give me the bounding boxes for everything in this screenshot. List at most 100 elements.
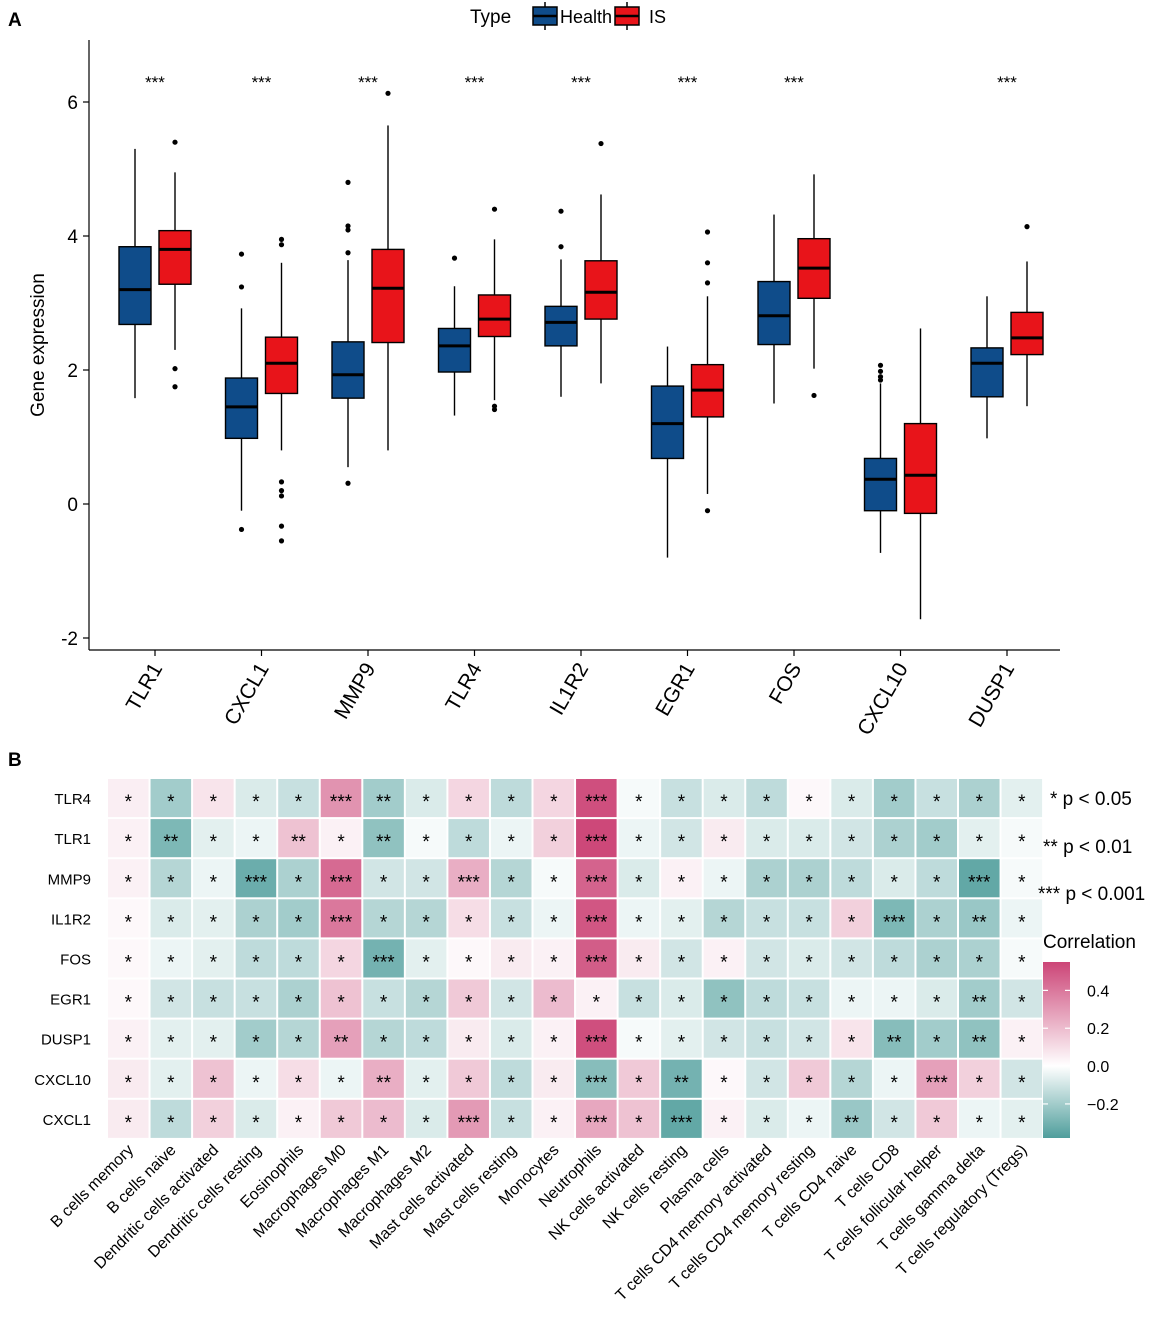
cell-significance: * bbox=[1018, 1113, 1026, 1134]
cell-significance: * bbox=[550, 952, 558, 973]
legend-label-is: IS bbox=[649, 7, 666, 27]
cell-significance: * bbox=[550, 1113, 558, 1134]
heatmap-cell bbox=[320, 899, 362, 938]
heatmap-cell bbox=[405, 899, 447, 938]
cell-significance: * bbox=[380, 912, 388, 933]
outlier-point bbox=[704, 280, 711, 286]
cell-significance: * bbox=[550, 993, 558, 1014]
heatmap-cell bbox=[235, 979, 277, 1018]
box-iqr bbox=[331, 341, 365, 399]
cell-significance: * bbox=[678, 993, 686, 1014]
heatmap-cell bbox=[405, 819, 447, 858]
cell-significance: * bbox=[508, 993, 516, 1014]
cell-significance: * bbox=[763, 993, 771, 1014]
cell-significance: * bbox=[635, 1113, 643, 1134]
cell-significance: * bbox=[380, 872, 388, 893]
cell-significance: * bbox=[422, 872, 430, 893]
heatmap-cell bbox=[235, 939, 277, 978]
cell-significance: * bbox=[720, 1033, 728, 1054]
cell-significance: * bbox=[252, 832, 260, 853]
heatmap-cell bbox=[576, 859, 617, 898]
cell-significance: * bbox=[125, 952, 133, 973]
cell-significance: * bbox=[295, 1113, 303, 1134]
cell-significance: * bbox=[848, 912, 856, 933]
box-iqr bbox=[584, 260, 618, 320]
outlier-point bbox=[491, 406, 498, 413]
heatmap-cell bbox=[618, 899, 660, 938]
heatmap-cell bbox=[661, 859, 702, 898]
cell-significance: * bbox=[678, 792, 686, 813]
heatmap-cell bbox=[363, 979, 404, 1018]
cell-significance: * bbox=[805, 872, 813, 893]
box-health-cxcl10 bbox=[863, 362, 898, 553]
row-label: CXCL1 bbox=[43, 1112, 91, 1129]
heatmap-cell bbox=[576, 899, 617, 938]
colorbar-title: Correlation bbox=[1043, 932, 1136, 953]
cell-significance: *** bbox=[585, 952, 608, 973]
heatmap-cell bbox=[533, 979, 575, 1018]
cell-significance: * bbox=[167, 912, 175, 933]
cell-significance: *** bbox=[458, 1113, 481, 1134]
heatmap-cell bbox=[405, 1059, 447, 1098]
heatmap-cell bbox=[490, 859, 532, 898]
colorbar: Correlation 0.4 0.2 0.0 −0.2 bbox=[1043, 932, 1136, 1138]
box-iqr bbox=[158, 229, 192, 285]
heatmap-cell bbox=[1001, 979, 1043, 1018]
cell-significance: * bbox=[1018, 832, 1026, 853]
heatmap-cell bbox=[193, 819, 234, 858]
heatmap-cell bbox=[278, 899, 319, 938]
heatmap-cell bbox=[661, 819, 702, 858]
colorbar-gradient bbox=[1043, 962, 1070, 1138]
cell-significance: * bbox=[763, 872, 771, 893]
box-iqr bbox=[118, 246, 152, 326]
cell-significance: * bbox=[805, 832, 813, 853]
outlier-point bbox=[278, 493, 285, 499]
heatmap-cell bbox=[490, 979, 532, 1018]
cell-significance: *** bbox=[968, 872, 991, 893]
outlier-point bbox=[704, 260, 711, 266]
cell-significance: * bbox=[252, 993, 260, 1014]
heatmap-cell bbox=[193, 979, 234, 1018]
heatmap-cell bbox=[278, 1099, 319, 1138]
cell-significance: *** bbox=[330, 792, 353, 813]
sig-legend-1: * p < 0.05 bbox=[1050, 789, 1132, 810]
heatmap-cell bbox=[278, 979, 319, 1018]
heatmap-cell bbox=[576, 779, 617, 818]
cell-significance: * bbox=[167, 952, 175, 973]
cell-significance: * bbox=[848, 952, 856, 973]
row-label: FOS bbox=[60, 951, 91, 968]
heatmap-cell bbox=[405, 979, 447, 1018]
colorbar-tick-label: −0.2 bbox=[1087, 1097, 1119, 1114]
cell-significance: * bbox=[890, 1073, 898, 1094]
heatmap-cell bbox=[746, 1059, 787, 1098]
cell-significance: * bbox=[890, 993, 898, 1014]
cell-significance: * bbox=[210, 1113, 218, 1134]
heatmap-cell bbox=[746, 899, 787, 938]
cell-significance: ** bbox=[376, 1073, 391, 1094]
cell-significance: * bbox=[422, 952, 430, 973]
box-health-fos bbox=[757, 214, 791, 404]
heatmap-cell bbox=[533, 819, 575, 858]
cell-significance: * bbox=[337, 1073, 345, 1094]
cell-significance: * bbox=[635, 832, 643, 853]
heatmap-cell bbox=[448, 979, 489, 1018]
heatmap-cell bbox=[788, 1059, 830, 1098]
heatmap-cell bbox=[108, 859, 149, 898]
cell-significance: ** bbox=[844, 1113, 859, 1134]
cell-significance: * bbox=[720, 1113, 728, 1134]
heatmap-cell bbox=[320, 1019, 362, 1058]
cell-significance: * bbox=[933, 912, 941, 933]
heatmap-cell bbox=[363, 1019, 404, 1058]
heatmap-cell bbox=[831, 979, 872, 1018]
heatmap-cell bbox=[746, 939, 787, 978]
heatmap-cell bbox=[959, 859, 1000, 898]
heatmap-cell bbox=[788, 819, 830, 858]
cell-significance: * bbox=[678, 832, 686, 853]
outlier-point bbox=[451, 255, 458, 261]
cell-significance: * bbox=[508, 952, 516, 973]
significance-label: *** bbox=[571, 73, 591, 92]
cell-significance: * bbox=[295, 1033, 303, 1054]
heatmap-cell bbox=[916, 939, 957, 978]
cell-significance: * bbox=[508, 912, 516, 933]
heatmap-cell bbox=[959, 819, 1000, 858]
